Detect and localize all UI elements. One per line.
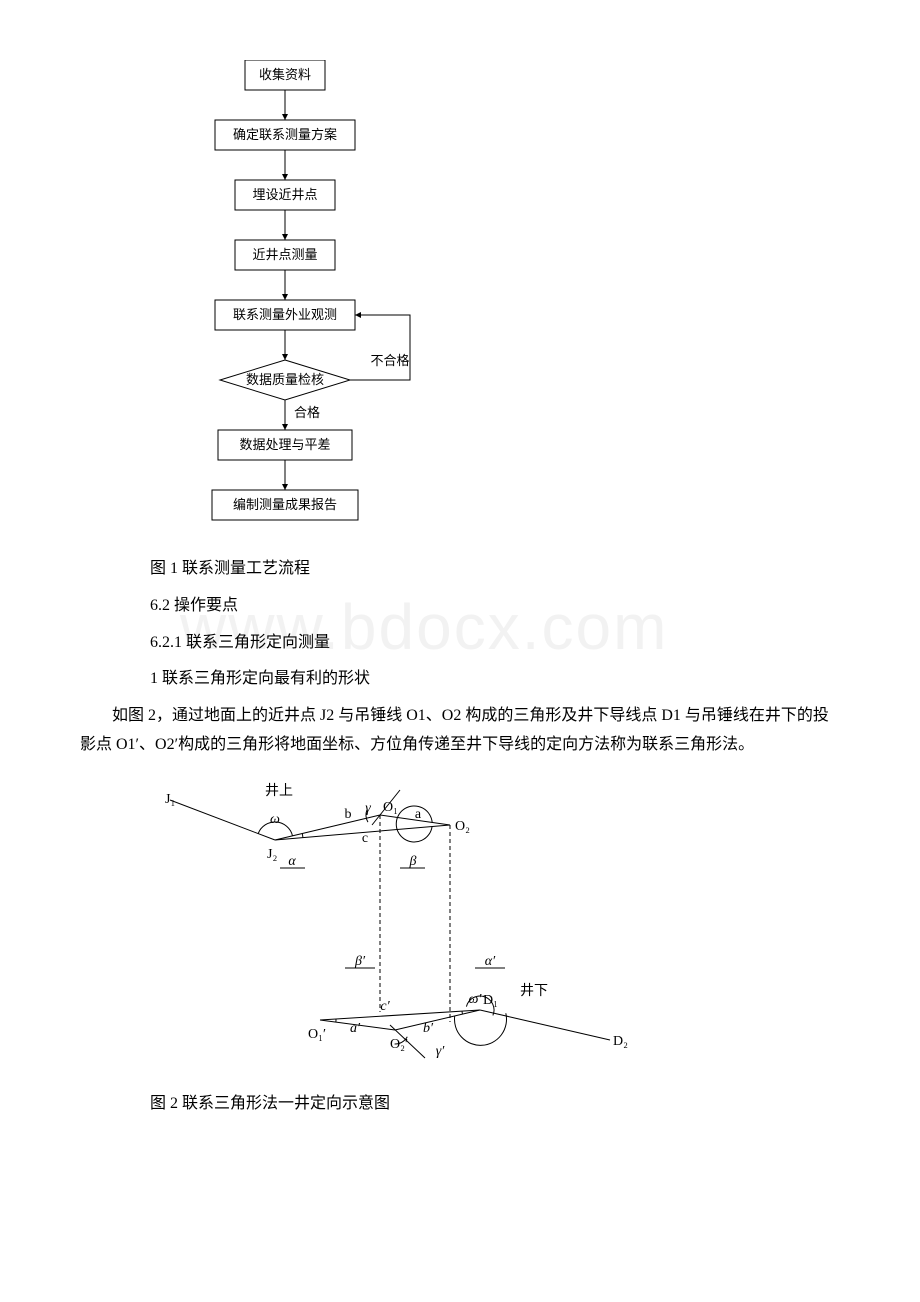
svg-text:a: a [415, 807, 422, 822]
svg-text:γ′: γ′ [436, 1044, 446, 1059]
svg-text:ω: ω [270, 812, 280, 827]
svg-text:β′: β′ [354, 954, 366, 969]
svg-text:O₁′: O₁′ [308, 1027, 326, 1042]
svg-text:c: c [362, 831, 368, 846]
svg-text:D₁: D₁ [483, 993, 498, 1008]
section-6-2: 6.2 操作要点 [150, 592, 840, 621]
svg-text:α: α [288, 854, 296, 869]
svg-text:a′: a′ [350, 1021, 361, 1036]
svg-text:α′: α′ [485, 954, 496, 969]
svg-text:联系测量外业观测: 联系测量外业观测 [233, 307, 337, 322]
svg-text:合格: 合格 [294, 405, 320, 420]
svg-text:γ: γ [365, 801, 371, 816]
svg-text:b′: b′ [423, 1021, 434, 1036]
svg-text:确定联系测量方案: 确定联系测量方案 [233, 127, 337, 142]
svg-text:ω′: ω′ [469, 992, 483, 1007]
figure-2-caption: 图 2 联系三角形法一井定向示意图 [150, 1090, 840, 1119]
svg-text:D₂: D₂ [613, 1034, 628, 1049]
svg-text:不合格: 不合格 [370, 353, 409, 368]
svg-text:井下: 井下 [520, 983, 548, 999]
svg-text:O₂′: O₂′ [390, 1037, 408, 1052]
svg-text:井上: 井上 [265, 783, 293, 799]
svg-text:收集资料: 收集资料 [259, 67, 311, 82]
svg-text:埋设近井点: 埋设近井点 [252, 187, 317, 202]
svg-text:O₁: O₁ [383, 800, 398, 815]
diagram2-svg: J₁ J₂ O₁ O₂ 井上 ω bγ a c α β O₁′ O₂′ D₁ D₂ 井下 a′ b′ c′ α′ β′ γ… [150, 770, 650, 1070]
svg-text:近井点测量: 近井点测量 [252, 247, 317, 262]
figure-1-caption: 图 1 联系测量工艺流程 [150, 555, 840, 584]
svg-text:O₂: O₂ [455, 819, 470, 834]
diagram-figure-2: J₁ J₂ O₁ O₂ 井上 ω bγ a c α β O₁′ O₂′ D₁ D₂ 井下 a′ b′ c′ α′ β′ γ… [150, 770, 840, 1075]
svg-text:数据处理与平差: 数据处理与平差 [239, 437, 330, 452]
flowchart-svg: 收集资料确定联系测量方案埋设近井点近井点测量联系测量外业观测数据质量检核数据处理… [150, 60, 470, 530]
svg-text:b: b [345, 807, 352, 822]
section-6-2-1: 6.2.1 联系三角形定向测量 [150, 629, 840, 658]
svg-text:β: β [409, 854, 417, 869]
svg-text:数据质量检核: 数据质量检核 [246, 372, 324, 387]
item-1: 1 联系三角形定向最有利的形状 [150, 665, 840, 694]
svg-text:c′: c′ [380, 999, 390, 1014]
svg-text:编制测量成果报告: 编制测量成果报告 [233, 497, 337, 512]
svg-text:J₁: J₁ [165, 792, 175, 807]
flowchart-figure-1: 收集资料确定联系测量方案埋设近井点近井点测量联系测量外业观测数据质量检核数据处理… [150, 60, 840, 535]
paragraph-1: 如图 2，通过地面上的近井点 J2 与吊锤线 O1、O2 构成的三角形及井下导线… [80, 702, 840, 760]
svg-text:J₂: J₂ [267, 847, 277, 862]
